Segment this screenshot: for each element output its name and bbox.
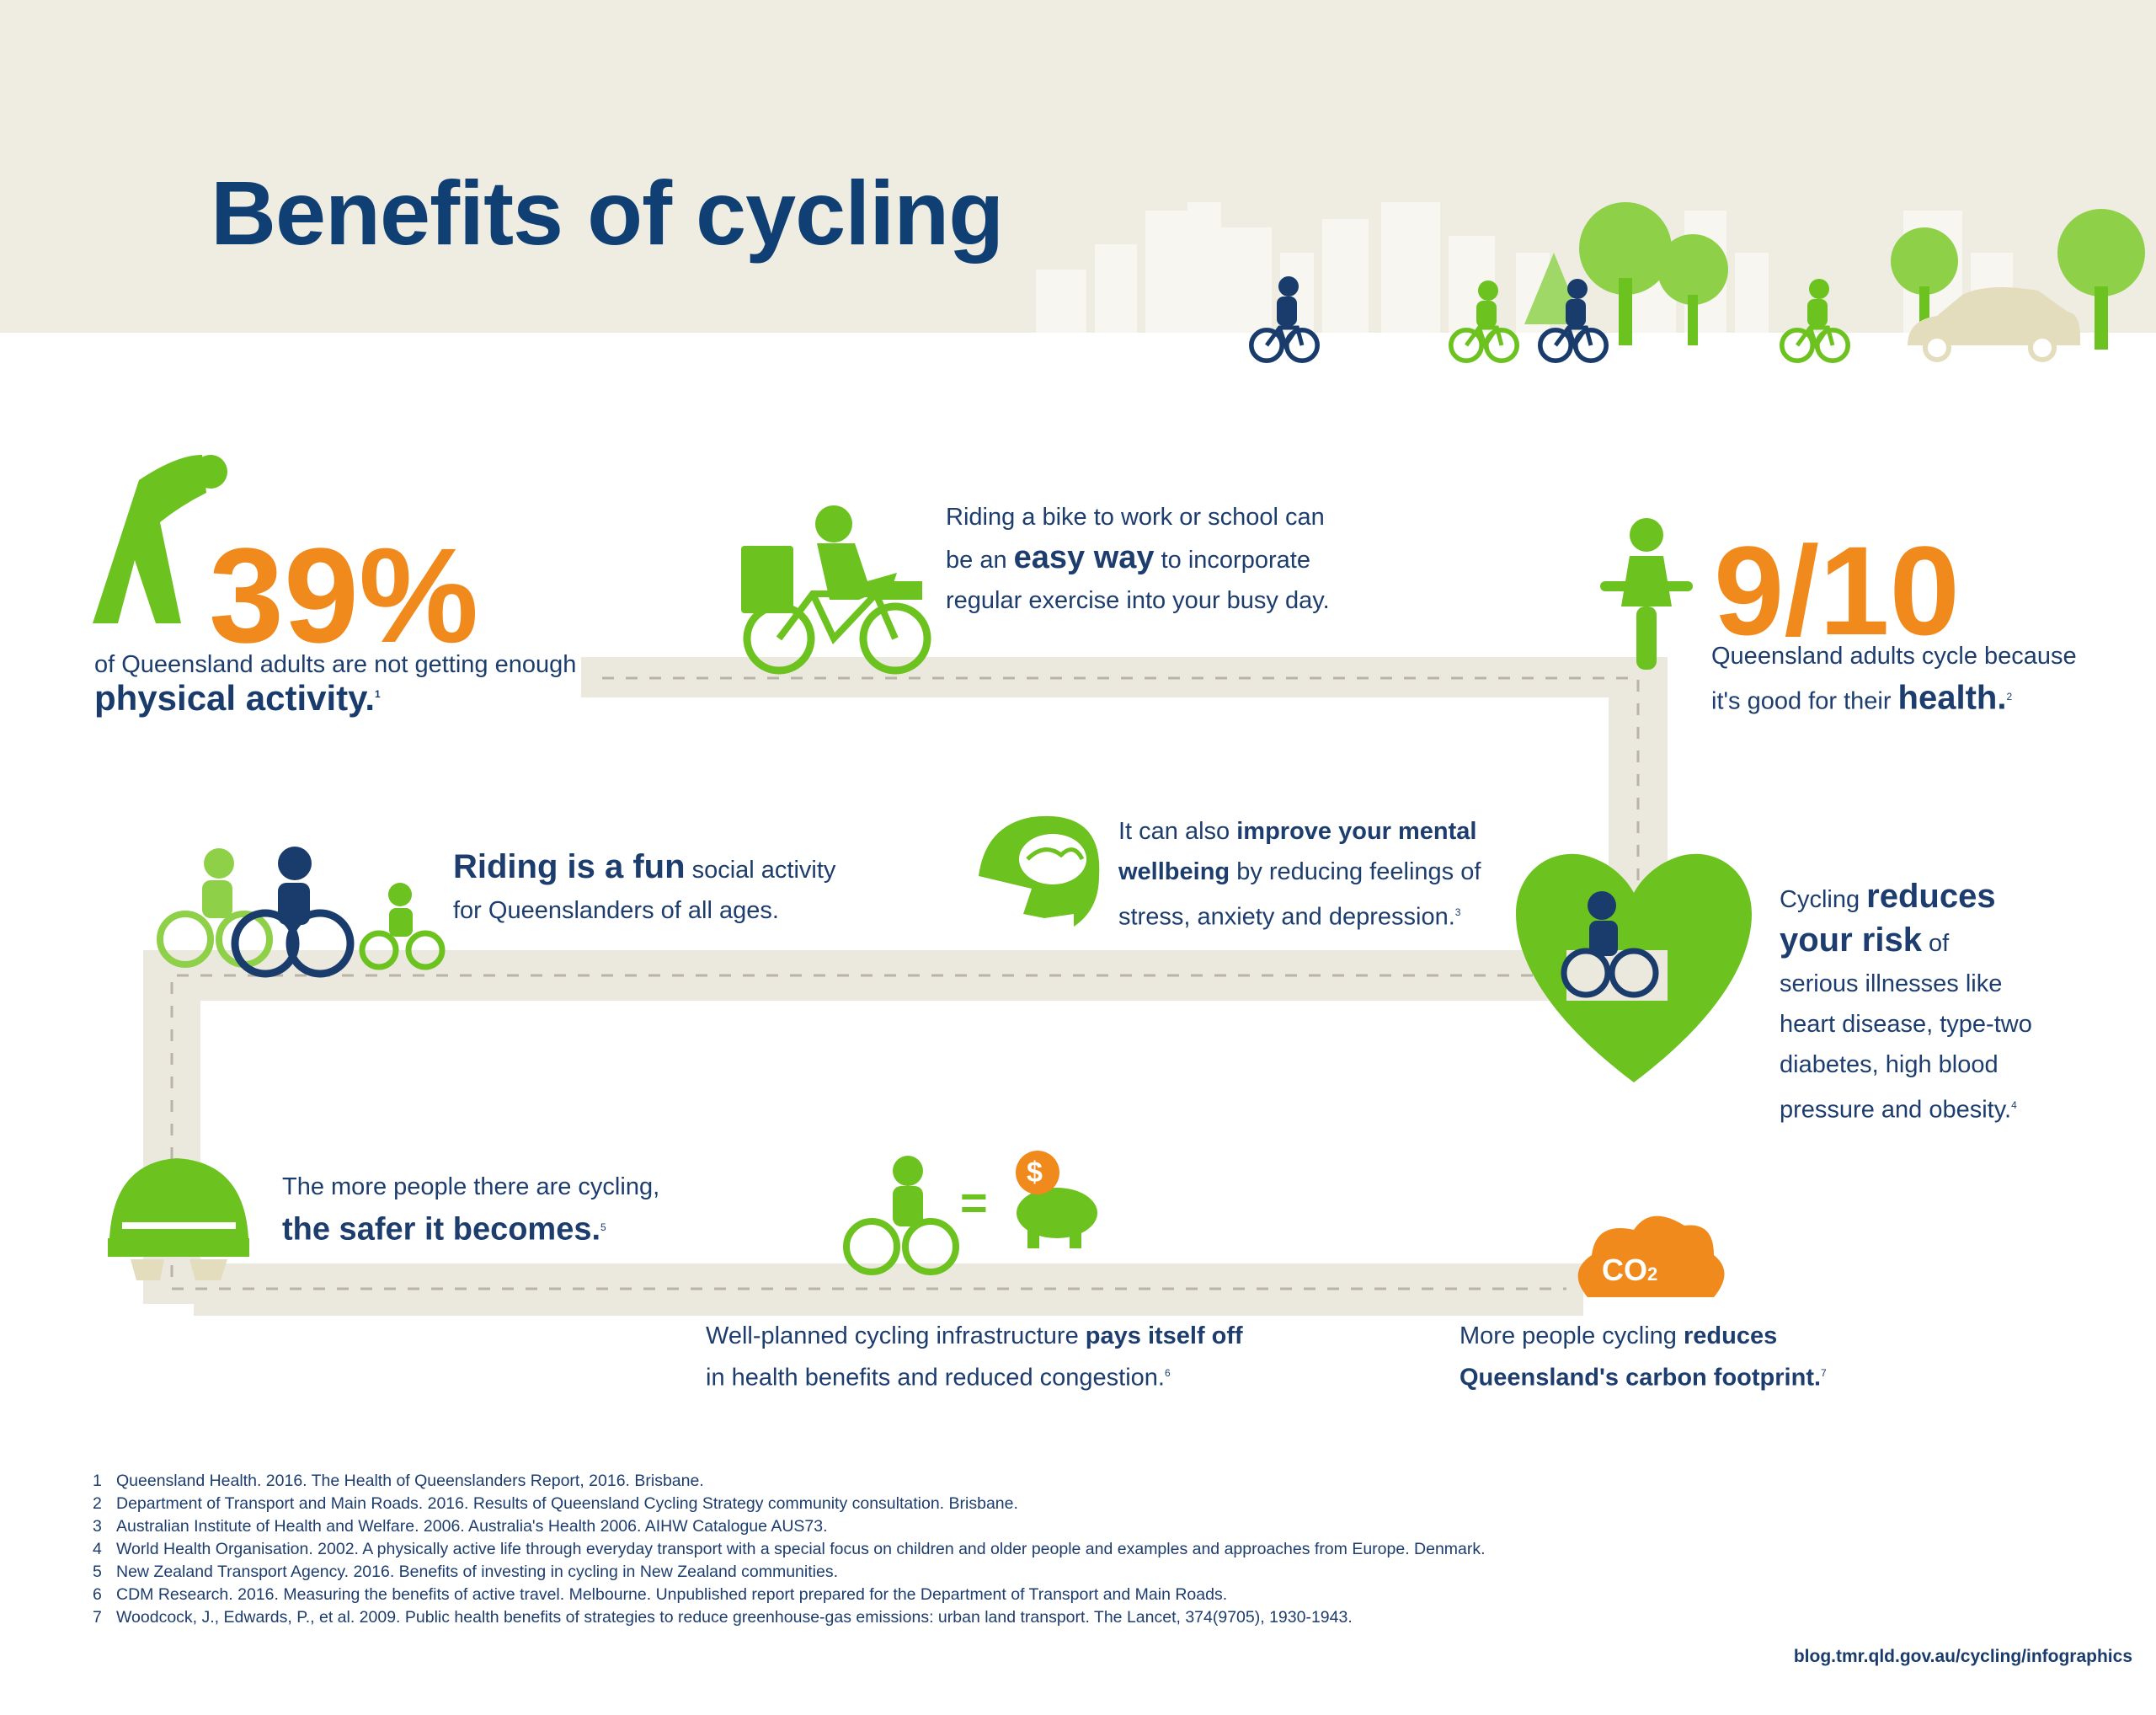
header-trees — [1524, 202, 2145, 350]
stat-health-text: Queensland adults cycle because it's goo… — [1711, 643, 2077, 717]
fun-text: Riding is a fun social activity for Quee… — [453, 848, 836, 924]
stretching-person-icon — [93, 455, 227, 623]
header-cyclist-3 — [1540, 279, 1606, 361]
stat-39-percent: 39% — [209, 520, 479, 671]
helmet-icon — [108, 1158, 249, 1280]
carbon-footprint-text: More people cycling reduces Queensland's… — [1460, 1322, 1827, 1392]
family-cyclists-icon — [157, 847, 446, 978]
stat-physical-bold: physical activity.1 — [94, 678, 381, 718]
co2-label: CO2 — [1602, 1253, 1658, 1287]
reference-item: 2 Department of Transport and Main Roads.… — [93, 1494, 1018, 1513]
mental-wellbeing-text: It can also improve your mental wellbein… — [1118, 818, 1481, 931]
reference-item: 4 World Health Organisation. 2002. A phys… — [93, 1540, 1486, 1558]
cyclist-savings-icon — [843, 1156, 959, 1275]
header-cyclist-2 — [1451, 280, 1517, 361]
page-title: Benefits of cycling — [211, 162, 1004, 264]
header-cyclist-1 — [1251, 276, 1317, 361]
front-view-cyclist-icon — [1600, 518, 1693, 670]
reduces-risk-text: Cycling reduces your risk of serious ill… — [1780, 878, 2032, 1124]
coin-icon — [1016, 1151, 1059, 1194]
reference-item: 1 Queensland Health. 2016. The Health of … — [93, 1472, 704, 1490]
header-car — [1908, 287, 2080, 362]
city-skyline — [1036, 202, 2013, 333]
dollar-sign-icon: $ — [1027, 1157, 1043, 1189]
equals-sign: = — [960, 1176, 988, 1229]
header-cyclist-4 — [1782, 279, 1848, 361]
delivery-cyclist-icon — [741, 505, 931, 675]
co2-cloud-icon — [1577, 1215, 1725, 1297]
stat-physical-text: of Queensland adults are not getting eno… — [94, 651, 577, 678]
reference-item: 3 Australian Institute of Health and Welf… — [93, 1517, 828, 1536]
pays-itself-off-text: Well-planned cycling infrastructure pays… — [706, 1322, 1243, 1392]
references-list: 1 Queensland Health. 2016. The Health of … — [93, 1470, 1486, 1629]
brain-head-icon — [979, 815, 1100, 927]
source-url-link[interactable]: blog.tmr.qld.gov.au/cycling/infographics — [1793, 1647, 2132, 1666]
reference-item: 7 Woodcock, J., Edwards, P., et al. 2009.… — [93, 1608, 1353, 1627]
reference-item: 5 New Zealand Transport Agency. 2016. Ben… — [93, 1563, 839, 1581]
mountain-edge — [0, 316, 539, 333]
stat-9-of-10: 9/10 — [1714, 520, 1960, 661]
heart-cyclist-icon — [1561, 891, 1659, 998]
safer-text: The more people there are cycling, the s… — [282, 1173, 660, 1248]
reference-item: 6 CDM Research. 2016. Measuring the benef… — [93, 1585, 1228, 1604]
easy-way-text: Riding a bike to work or school can be a… — [946, 504, 1330, 614]
piggy-bank-icon — [1017, 1188, 1097, 1248]
